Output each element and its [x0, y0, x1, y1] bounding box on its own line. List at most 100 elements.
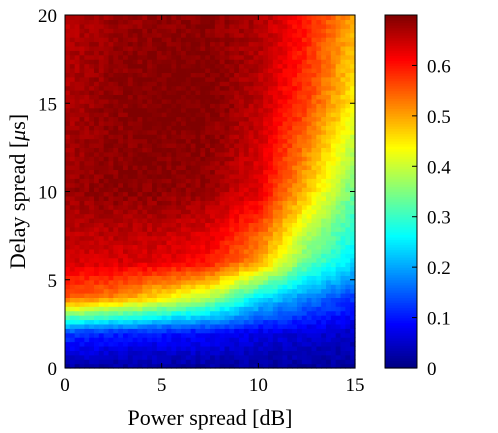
heatmap-cell — [147, 37, 153, 43]
heatmap-cell — [301, 350, 308, 356]
heatmap-cell — [94, 240, 100, 246]
heatmap-cell — [176, 275, 182, 281]
heatmap-cell — [94, 125, 100, 131]
heatmap-cell — [176, 279, 182, 285]
heatmap-cell — [321, 262, 327, 268]
heatmap-cell — [113, 165, 119, 171]
heatmap-cell — [345, 151, 351, 157]
heatmap-cell — [65, 28, 71, 34]
heatmap-cell — [113, 182, 119, 188]
heatmap-cell — [84, 138, 90, 144]
heatmap-cell — [200, 107, 206, 113]
heatmap-cell — [190, 226, 197, 232]
heatmap-cell — [171, 306, 177, 312]
heatmap-cell — [263, 76, 269, 82]
heatmap-cell — [205, 23, 211, 29]
heatmap-cell — [79, 41, 85, 47]
colorbar-swatch — [385, 181, 417, 185]
heatmap-cell — [253, 297, 259, 303]
heatmap-cell — [234, 345, 240, 351]
heatmap-cell — [176, 32, 182, 38]
heatmap-cell — [156, 50, 163, 56]
heatmap-cell — [243, 19, 250, 25]
heatmap-cell — [171, 319, 177, 325]
heatmap-cell — [65, 213, 71, 219]
heatmap-cell — [171, 266, 177, 272]
heatmap-cell — [166, 315, 172, 321]
heatmap-cell — [190, 231, 197, 237]
heatmap-cell — [205, 76, 211, 82]
heatmap-cell — [98, 160, 105, 166]
heatmap-cell — [161, 301, 168, 307]
heatmap-cell — [147, 178, 153, 184]
heatmap-cell — [185, 45, 192, 51]
heatmap-cell — [205, 15, 211, 21]
heatmap-cell — [69, 319, 76, 325]
heatmap-cell — [156, 169, 163, 175]
heatmap-cell — [205, 328, 211, 334]
heatmap-cell — [108, 94, 114, 100]
heatmap-cell — [263, 257, 269, 263]
colorbar-swatch — [385, 15, 417, 19]
heatmap-cell — [195, 182, 201, 188]
heatmap-cell — [345, 270, 351, 276]
heatmap-cell — [147, 244, 153, 250]
heatmap-cell — [156, 235, 163, 241]
heatmap-cell — [229, 266, 235, 272]
heatmap-cell — [253, 129, 259, 135]
heatmap-cell — [69, 315, 76, 321]
heatmap-cell — [127, 134, 134, 140]
heatmap-cell — [345, 323, 351, 329]
heatmap-cell — [94, 173, 100, 179]
heatmap-cell — [229, 284, 235, 290]
heatmap-cell — [272, 332, 279, 338]
heatmap-cell — [118, 315, 124, 321]
heatmap-cell — [214, 341, 221, 347]
heatmap-cell — [205, 257, 211, 263]
heatmap-cell — [253, 354, 259, 360]
heatmap-cell — [210, 354, 216, 360]
heatmap-cell — [282, 275, 288, 281]
heatmap-cell — [166, 292, 172, 298]
heatmap-cell — [272, 279, 279, 285]
heatmap-cell — [94, 284, 100, 290]
heatmap-cell — [166, 37, 172, 43]
heatmap-cell — [253, 116, 259, 122]
heatmap-cell — [74, 310, 81, 316]
heatmap-cell — [287, 359, 293, 365]
heatmap-cell — [243, 275, 250, 281]
heatmap-cell — [282, 160, 288, 166]
heatmap-cell — [65, 209, 71, 215]
heatmap-cell — [152, 315, 158, 321]
heatmap-cell — [282, 37, 288, 43]
heatmap-cell — [118, 85, 124, 91]
heatmap-cell — [243, 160, 250, 166]
colorbar-swatch — [385, 98, 417, 102]
heatmap-cell — [306, 41, 313, 47]
heatmap-cell — [311, 288, 317, 294]
heatmap-cell — [118, 231, 124, 237]
heatmap-cell — [176, 94, 182, 100]
heatmap-cell — [219, 107, 226, 113]
heatmap-cell — [94, 257, 100, 263]
heatmap-cell — [326, 359, 332, 365]
heatmap-cell — [156, 94, 163, 100]
heatmap-cell — [123, 142, 129, 148]
colorbar-swatch — [385, 254, 417, 258]
heatmap-cell — [103, 182, 110, 188]
heatmap-cell — [205, 151, 211, 157]
heatmap-cell — [103, 37, 110, 43]
heatmap-cell — [345, 195, 351, 201]
heatmap-cell — [132, 359, 139, 365]
heatmap-cell — [118, 142, 124, 148]
heatmap-cell — [229, 67, 235, 73]
heatmap-cell — [74, 240, 81, 246]
heatmap-cell — [272, 103, 279, 109]
heatmap-cell — [282, 156, 288, 162]
heatmap-cell — [123, 345, 129, 351]
heatmap-cell — [118, 120, 124, 126]
heatmap-cell — [74, 257, 81, 263]
heatmap-cell — [243, 103, 250, 109]
heatmap-cell — [65, 59, 71, 65]
heatmap-cell — [161, 337, 168, 343]
